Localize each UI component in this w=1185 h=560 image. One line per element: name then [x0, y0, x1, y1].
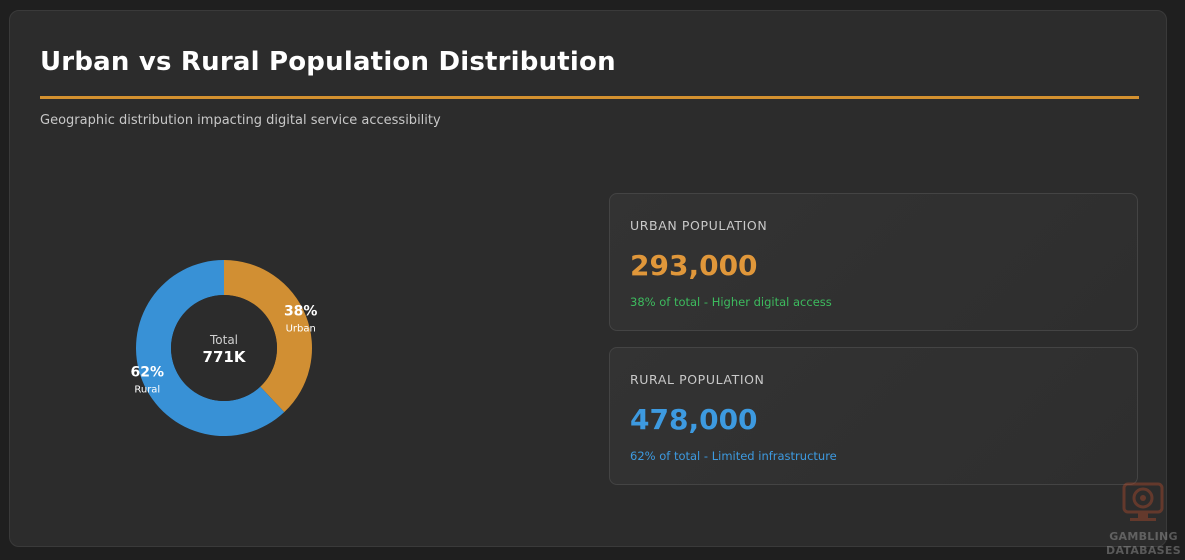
rural-stat-value: 478,000 [630, 403, 758, 436]
donut-center-label: Total [209, 333, 238, 347]
donut-center-hole [171, 295, 277, 401]
watermark-line2: DATABASES [1106, 544, 1181, 557]
watermark-line1: GAMBLING [1109, 530, 1178, 543]
donut-chart: 38% Urban 62% Rural Total 771K [110, 236, 330, 456]
donut-category-label-urban: Urban [286, 324, 316, 335]
rural-stat-note: 62% of total - Limited infrastructure [630, 449, 837, 463]
urban-stat-note: 38% of total - Higher digital access [630, 295, 832, 309]
rural-stat-label: RURAL POPULATION [630, 372, 765, 387]
page-title: Urban vs Rural Population Distribution [40, 47, 616, 77]
chart-panel: Urban vs Rural Population Distribution G… [9, 10, 1167, 547]
donut-slice-rural [136, 260, 285, 436]
rural-stat-card: RURAL POPULATION 478,000 62% of total - … [609, 347, 1138, 485]
donut-center-value: 771K [203, 348, 247, 366]
title-divider [40, 96, 1139, 99]
urban-stat-value: 293,000 [630, 249, 758, 282]
page-subtitle: Geographic distribution impacting digita… [40, 113, 441, 128]
donut-category-label-rural: Rural [134, 384, 160, 395]
watermark-logo: GAMBLING DATABASES [1102, 478, 1185, 560]
donut-percent-label-rural: 62% [131, 364, 165, 380]
donut-slice-urban [224, 260, 312, 413]
donut-percent-label-urban: 38% [284, 304, 318, 320]
urban-stat-label: URBAN POPULATION [630, 218, 768, 233]
casino-chip-monitor-icon [1122, 482, 1164, 521]
urban-stat-card: URBAN POPULATION 293,000 38% of total - … [609, 193, 1138, 331]
